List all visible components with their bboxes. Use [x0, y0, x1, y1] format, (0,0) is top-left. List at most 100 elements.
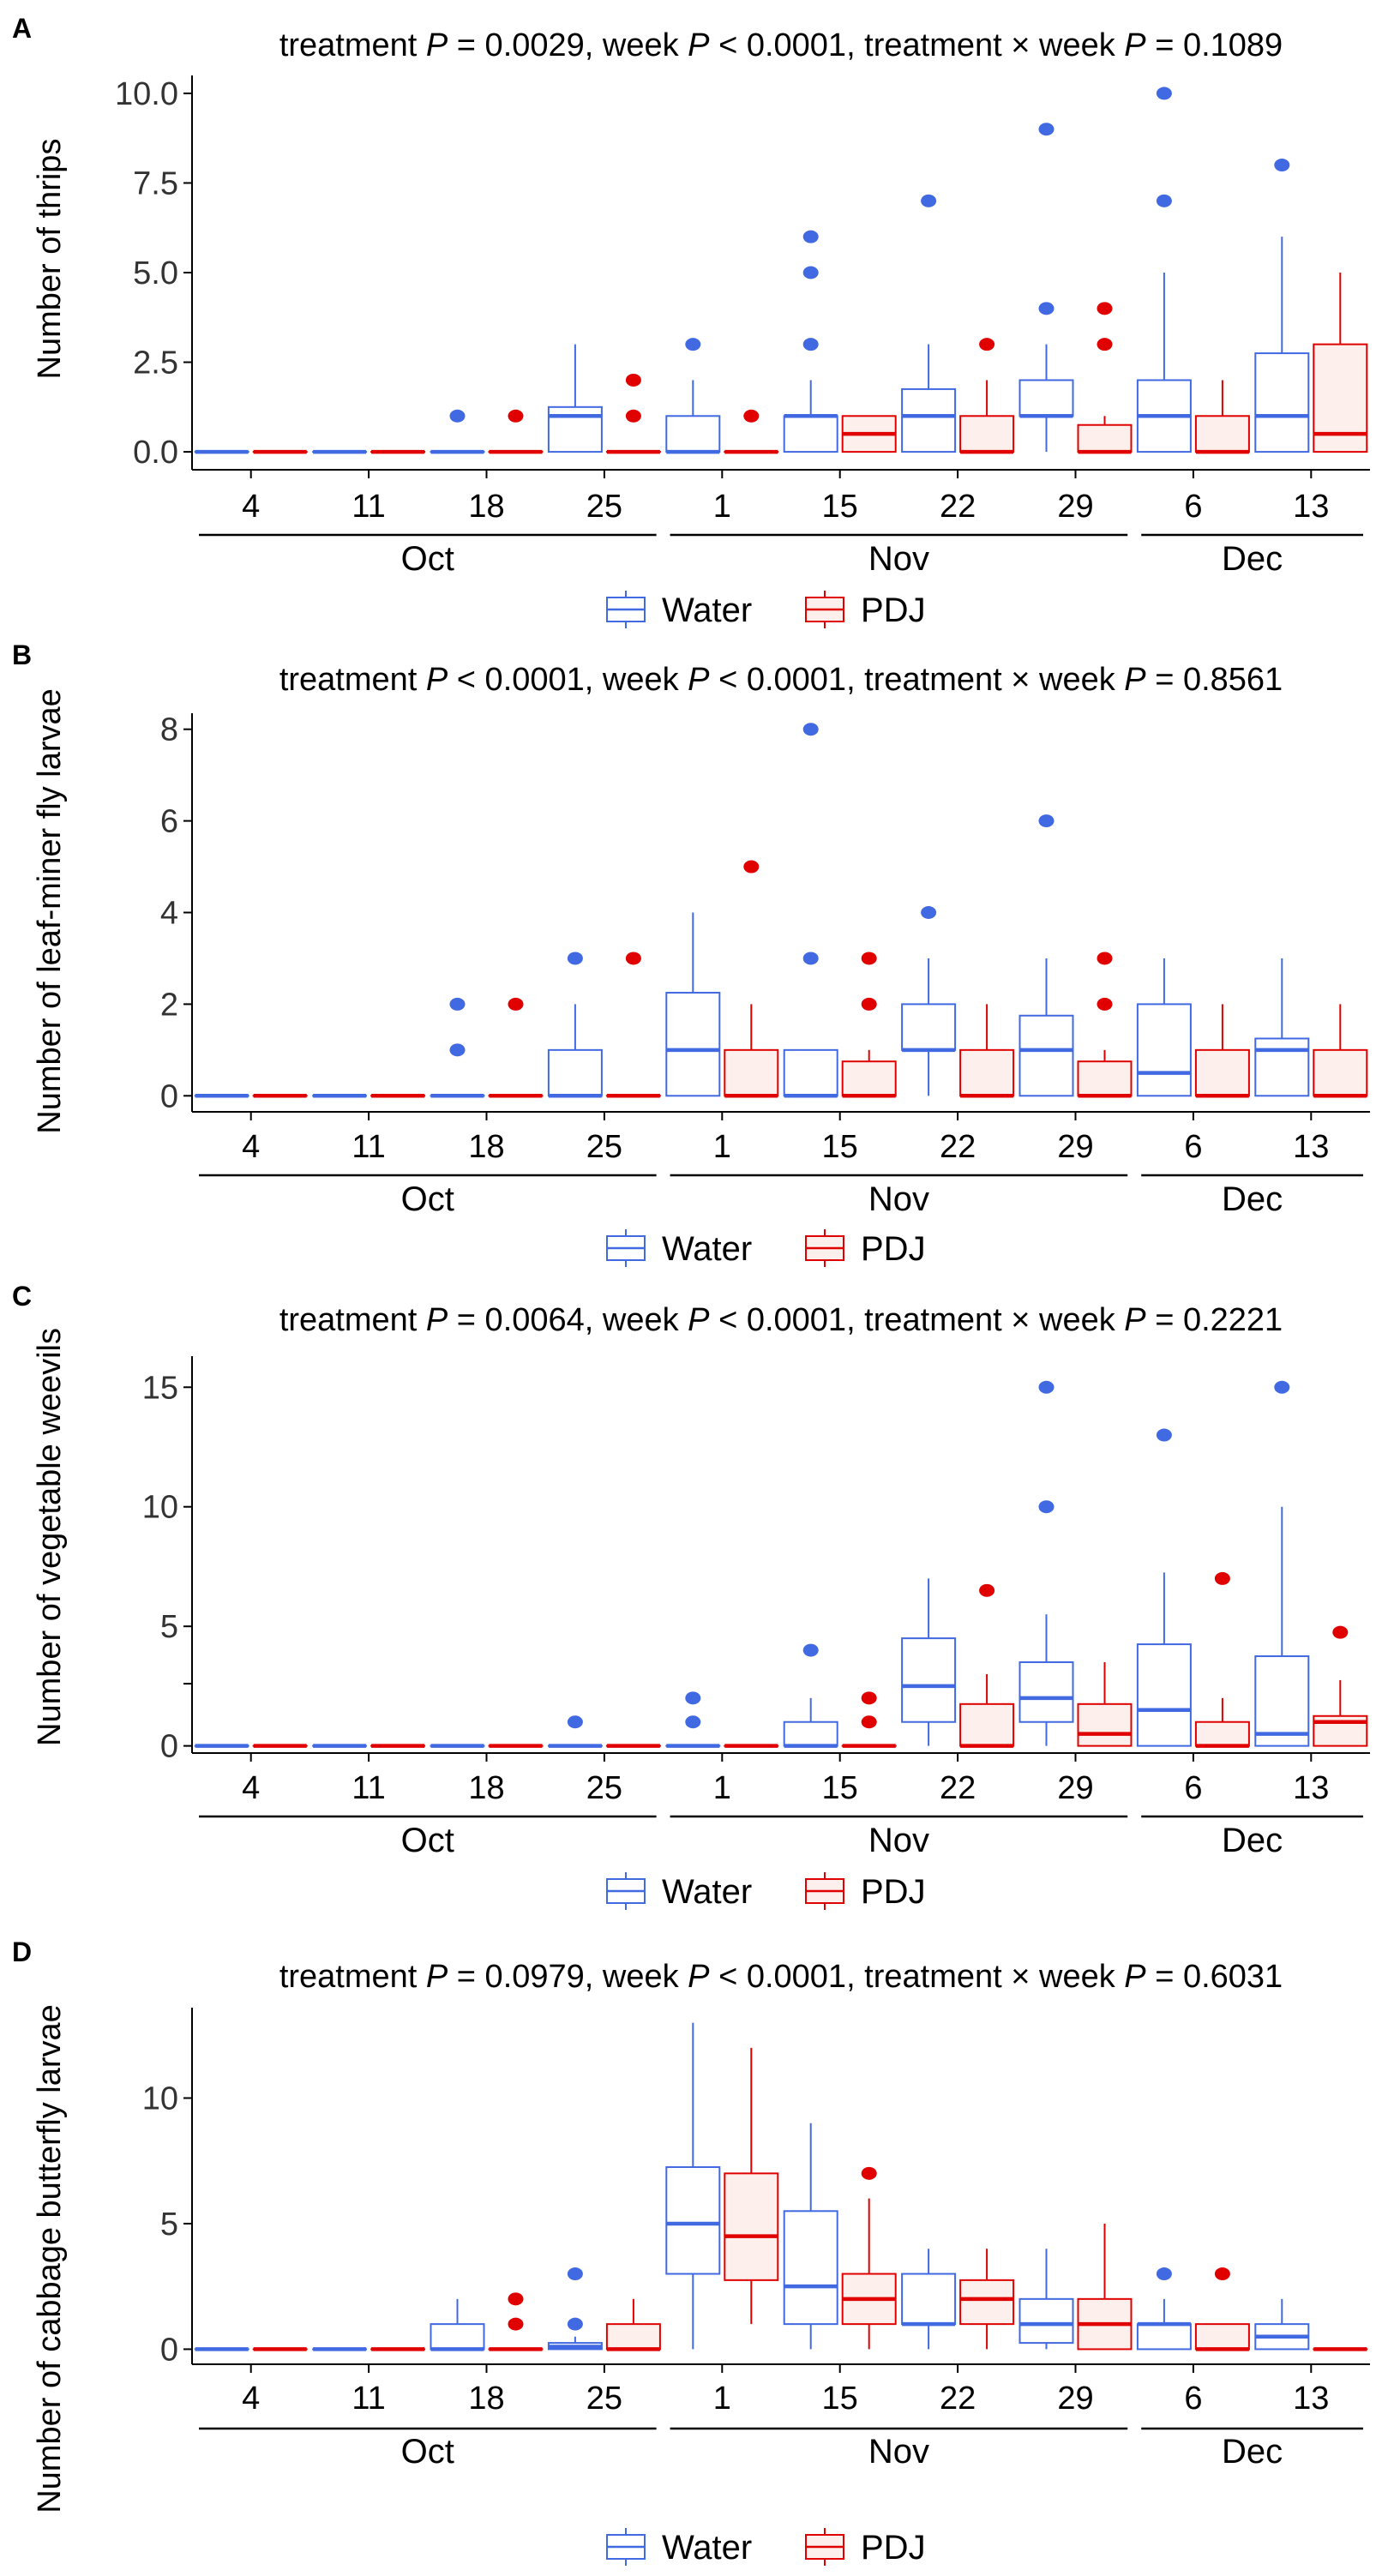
box-pdj	[959, 2249, 1015, 2350]
x-tick-label-week: 1	[713, 2381, 731, 2417]
legend-item-water: Water	[606, 1229, 752, 1268]
box-iqr	[1018, 1661, 1074, 1723]
title-p-symbol: P	[1124, 1959, 1146, 1995]
box-iqr	[430, 2323, 485, 2351]
panel-letter: A	[12, 13, 32, 44]
box-iqr	[841, 1060, 897, 1097]
x-tick-label-week: 11	[352, 1129, 385, 1165]
outlier-point	[625, 373, 641, 387]
box-iqr	[901, 387, 957, 453]
legend-item-pdj: PDJ	[805, 591, 926, 629]
y-tick-label: 15	[142, 1370, 178, 1406]
outlier-point	[979, 338, 995, 351]
month-label: Dec	[1222, 2433, 1283, 2471]
box-water	[547, 952, 603, 1098]
outlier-point	[1214, 2267, 1230, 2281]
box-pdj	[841, 1691, 897, 1748]
legend-item-water: Water	[606, 2528, 752, 2567]
x-tick-label-week: 6	[1184, 489, 1202, 525]
box-iqr	[1077, 423, 1133, 453]
panel-title: treatment P = 0.0979, week P < 0.0001, t…	[279, 1959, 1283, 1995]
box-iqr	[901, 1003, 957, 1051]
outlier-point	[1038, 123, 1055, 136]
box-pdj	[841, 2166, 897, 2350]
legend-label: Water	[662, 1230, 752, 1268]
outlier-point	[1038, 1500, 1055, 1514]
box-iqr	[783, 1720, 838, 1747]
box-iqr	[724, 2172, 779, 2281]
title-text: < 0.0001, treatment × week	[710, 27, 1125, 63]
title-p-symbol: P	[426, 27, 448, 63]
outlier-point	[861, 952, 877, 965]
y-tick-label: 10	[142, 2081, 178, 2117]
y-tick-label: 4	[160, 896, 178, 932]
box-water	[1254, 958, 1310, 1097]
x-tick-label-week: 11	[352, 489, 385, 525]
outlier-point	[1156, 1428, 1172, 1442]
box-pdj	[605, 952, 661, 1098]
panel-title: treatment P = 0.0064, week P < 0.0001, t…	[279, 1302, 1283, 1338]
title-text: treatment	[279, 662, 426, 698]
y-tick-label: 10.0	[115, 76, 178, 112]
title-text: treatment	[279, 27, 426, 63]
title-text: = 0.8561	[1146, 662, 1283, 698]
outlier-point	[1097, 302, 1113, 315]
x-tick-label-week: 1	[713, 489, 731, 525]
x-tick-label-week: 22	[940, 1770, 976, 1806]
legend-label: Water	[662, 1873, 752, 1911]
box-water	[665, 912, 721, 1097]
y-tick-label: 0	[160, 2332, 178, 2368]
box-pdj	[841, 415, 897, 453]
title-text: < 0.0001, week	[448, 662, 688, 698]
box-water	[1018, 814, 1074, 1097]
box-water	[901, 2249, 957, 2350]
box-iqr	[1018, 2297, 1074, 2345]
box-iqr	[547, 1048, 603, 1097]
outlier-point	[1332, 1625, 1349, 1639]
month-label: Nov	[868, 540, 929, 578]
title-p-symbol: P	[688, 1959, 710, 1995]
outlier-point	[685, 1691, 701, 1705]
box-water	[430, 2298, 485, 2351]
box-water	[901, 906, 957, 1096]
outlier-point	[1097, 338, 1113, 351]
box-iqr	[1136, 1003, 1192, 1097]
x-tick-label-week: 13	[1293, 489, 1329, 525]
box-iqr	[1254, 1655, 1310, 1747]
box-water	[783, 2123, 838, 2350]
x-tick-label-week: 4	[242, 2381, 260, 2417]
outlier-point	[802, 1643, 819, 1657]
title-text: < 0.0001, treatment × week	[710, 1302, 1125, 1338]
panel-title: treatment P < 0.0001, week P < 0.0001, t…	[279, 662, 1283, 698]
x-tick-label-week: 15	[822, 489, 858, 525]
outlier-point	[802, 723, 819, 736]
box-iqr	[547, 405, 603, 453]
outlier-point	[802, 952, 819, 965]
outlier-point	[1038, 302, 1055, 315]
x-tick-label-week: 11	[352, 2381, 385, 2417]
box-water	[1254, 2298, 1310, 2351]
outlier-point	[802, 230, 819, 243]
box-pdj	[1077, 302, 1133, 454]
y-tick-label: 0.0	[133, 435, 178, 471]
box-iqr	[783, 415, 838, 453]
y-tick-label: 2	[160, 987, 178, 1023]
legend-label: PDJ	[861, 2529, 926, 2567]
legend-label: PDJ	[861, 1230, 926, 1268]
box-pdj	[724, 409, 779, 454]
box-pdj	[1077, 2223, 1133, 2351]
x-tick-label-week: 4	[242, 1770, 260, 1806]
box-water	[547, 1715, 603, 1748]
box-iqr	[665, 415, 721, 453]
title-text: = 0.2221	[1146, 1302, 1283, 1338]
box-iqr	[783, 1048, 838, 1097]
y-tick-label: 2.5	[133, 345, 178, 381]
x-tick-label-week: 4	[242, 1129, 260, 1165]
x-tick-label-week: 18	[468, 1129, 504, 1165]
outlier-point	[625, 952, 641, 965]
outlier-point	[449, 409, 466, 423]
outlier-point	[1038, 814, 1055, 828]
legend-label: Water	[662, 2529, 752, 2567]
